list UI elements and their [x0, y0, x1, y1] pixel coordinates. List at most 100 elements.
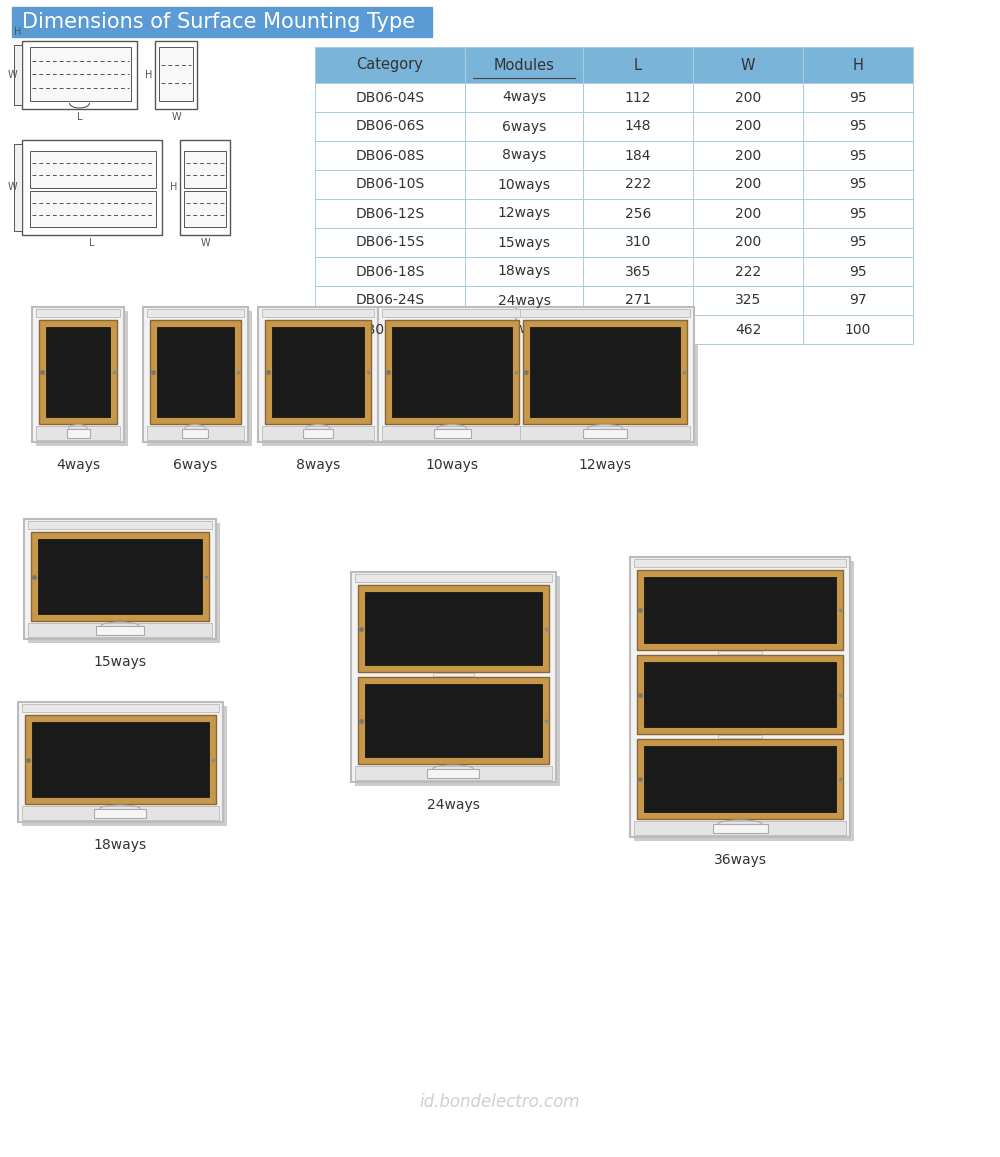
Text: 222: 222 — [625, 177, 651, 192]
Bar — [39, 319, 117, 423]
Text: 95: 95 — [849, 206, 867, 221]
Bar — [382, 309, 522, 317]
Bar — [32, 722, 208, 797]
Text: 95: 95 — [849, 265, 867, 279]
Bar — [378, 307, 526, 442]
Text: L: L — [77, 112, 82, 121]
Bar — [272, 326, 364, 417]
Bar — [36, 309, 120, 317]
Bar — [30, 152, 156, 187]
Bar — [315, 228, 465, 257]
Text: 271: 271 — [625, 323, 651, 337]
Bar — [24, 519, 216, 639]
Bar — [22, 706, 226, 826]
Bar — [36, 426, 120, 440]
Text: 95: 95 — [849, 148, 867, 162]
Text: 256: 256 — [625, 206, 651, 221]
Bar — [262, 426, 374, 440]
Text: L: L — [634, 58, 642, 73]
Bar — [583, 428, 627, 437]
Bar — [385, 319, 519, 423]
Bar — [182, 428, 208, 437]
Bar — [24, 715, 216, 804]
Text: 200: 200 — [735, 90, 761, 104]
Bar — [315, 199, 465, 228]
Text: Category: Category — [357, 58, 423, 73]
Bar — [382, 310, 530, 445]
Bar — [14, 143, 22, 231]
Text: H: H — [14, 27, 22, 37]
Bar — [392, 326, 512, 417]
Text: 15ways: 15ways — [498, 236, 550, 250]
Bar — [28, 523, 220, 643]
Bar — [583, 112, 693, 141]
Bar — [315, 286, 465, 315]
Bar — [465, 141, 583, 170]
Bar — [364, 592, 542, 665]
Bar — [803, 141, 913, 170]
Bar — [358, 677, 548, 764]
Text: 6ways: 6ways — [173, 457, 217, 472]
Bar — [465, 47, 583, 83]
Bar — [803, 170, 913, 199]
Bar — [465, 199, 583, 228]
Bar — [803, 83, 913, 112]
Text: 148: 148 — [625, 119, 651, 133]
Bar — [803, 112, 913, 141]
Bar — [583, 315, 693, 344]
Bar — [22, 703, 218, 712]
Bar — [427, 769, 479, 778]
Text: DB06-36S: DB06-36S — [355, 323, 425, 337]
Text: 200: 200 — [735, 206, 761, 221]
Bar — [465, 83, 583, 112]
Bar — [583, 83, 693, 112]
Bar — [315, 315, 465, 344]
Text: H: H — [145, 71, 153, 80]
Text: 12ways: 12ways — [578, 457, 632, 472]
Bar — [644, 577, 836, 642]
Bar — [30, 47, 131, 101]
Bar — [583, 257, 693, 286]
Text: 95: 95 — [849, 236, 867, 250]
Text: 100: 100 — [845, 323, 871, 337]
Bar — [693, 257, 803, 286]
Bar — [146, 426, 244, 440]
Bar — [354, 574, 552, 582]
Text: W: W — [171, 112, 181, 121]
Bar — [634, 561, 854, 841]
Text: 6ways: 6ways — [502, 119, 546, 133]
Text: 24ways: 24ways — [498, 294, 550, 308]
Bar — [364, 684, 542, 757]
Text: 36ways: 36ways — [498, 323, 550, 337]
Bar — [315, 257, 465, 286]
Text: 271: 271 — [625, 294, 651, 308]
Text: 24ways: 24ways — [427, 798, 479, 812]
Bar — [22, 40, 137, 109]
Text: 325: 325 — [735, 294, 761, 308]
Bar — [28, 521, 212, 529]
Bar — [693, 228, 803, 257]
Text: 8ways: 8ways — [296, 457, 340, 472]
Bar — [32, 307, 124, 442]
Text: 95: 95 — [849, 177, 867, 192]
Bar — [583, 286, 693, 315]
Bar — [180, 140, 230, 235]
Bar — [156, 326, 234, 417]
Text: DB06-18S: DB06-18S — [355, 265, 425, 279]
Text: 222: 222 — [735, 265, 761, 279]
Bar — [94, 809, 146, 818]
Bar — [637, 739, 843, 819]
Bar — [46, 326, 110, 417]
Bar — [803, 199, 913, 228]
Text: W: W — [7, 71, 17, 80]
Bar — [718, 650, 762, 654]
Bar — [262, 309, 374, 317]
Bar — [434, 428, 471, 437]
Bar — [315, 112, 465, 141]
Bar — [583, 47, 693, 83]
Bar — [351, 572, 556, 782]
Text: 12ways: 12ways — [498, 206, 550, 221]
Bar — [382, 426, 522, 440]
Text: Modules: Modules — [494, 58, 554, 73]
Bar — [28, 622, 212, 638]
